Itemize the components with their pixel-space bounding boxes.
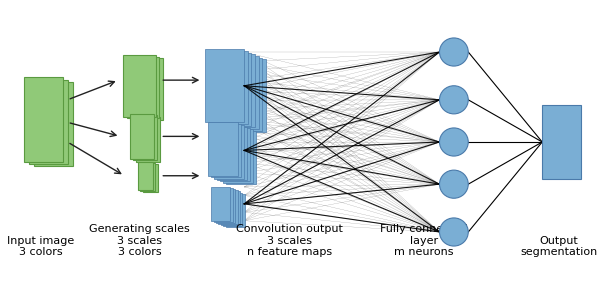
Ellipse shape (440, 38, 468, 66)
Bar (205, 49, 244, 122)
Text: Input image
3 colors: Input image 3 colors (7, 236, 74, 257)
FancyBboxPatch shape (29, 80, 68, 164)
Ellipse shape (440, 86, 468, 114)
Bar (221, 191, 240, 225)
Ellipse shape (440, 218, 468, 246)
Bar (211, 124, 241, 177)
FancyBboxPatch shape (126, 57, 160, 118)
Bar (208, 122, 238, 176)
Bar (223, 193, 243, 226)
FancyBboxPatch shape (138, 162, 153, 190)
Bar (216, 189, 235, 223)
FancyBboxPatch shape (133, 115, 157, 160)
Text: Output
segmentation: Output segmentation (520, 236, 597, 257)
FancyBboxPatch shape (136, 117, 160, 162)
Bar (219, 190, 238, 224)
Text: Generating scales
3 scales
3 colors: Generating scales 3 scales 3 colors (89, 224, 190, 257)
FancyBboxPatch shape (140, 163, 155, 191)
Bar (220, 128, 251, 181)
Bar (209, 51, 248, 124)
Ellipse shape (440, 128, 468, 156)
FancyBboxPatch shape (24, 77, 63, 162)
Bar (211, 187, 230, 221)
FancyBboxPatch shape (123, 55, 156, 117)
Bar (223, 58, 262, 131)
Bar (226, 131, 256, 184)
Bar (217, 127, 247, 180)
Bar (212, 53, 251, 126)
FancyBboxPatch shape (34, 82, 72, 166)
FancyBboxPatch shape (130, 114, 154, 159)
Bar (216, 54, 255, 128)
FancyBboxPatch shape (130, 58, 163, 120)
FancyBboxPatch shape (142, 164, 158, 192)
Bar (223, 129, 253, 183)
Bar (227, 59, 266, 132)
Text: Fully connected
layer
m neurons: Fully connected layer m neurons (380, 224, 468, 257)
Ellipse shape (440, 170, 468, 198)
FancyBboxPatch shape (542, 105, 581, 179)
Bar (220, 56, 258, 129)
Text: Convolution output
3 scales
n feature maps: Convolution output 3 scales n feature ma… (236, 224, 343, 257)
Bar (214, 125, 244, 179)
Bar (226, 194, 245, 227)
Bar (214, 188, 233, 222)
